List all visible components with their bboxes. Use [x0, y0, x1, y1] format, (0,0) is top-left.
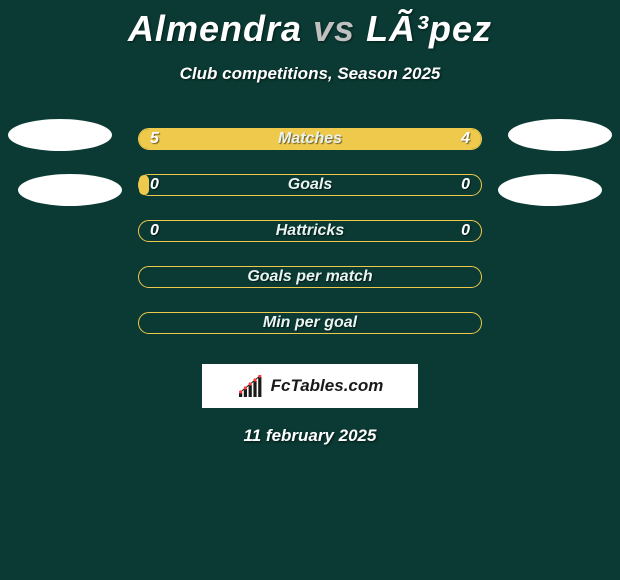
stat-label: Hattricks	[276, 222, 344, 240]
decorative-ellipse	[8, 119, 112, 151]
stat-value-right: 4	[461, 128, 470, 150]
stat-bar: Goals	[138, 174, 482, 196]
stat-value-left: 5	[150, 128, 159, 150]
page-title: Almendra vs LÃ³pez	[0, 0, 620, 50]
player1-name: Almendra	[128, 8, 302, 49]
logo-box: FcTables.com	[202, 364, 418, 408]
subtitle: Club competitions, Season 2025	[0, 64, 620, 84]
vs-separator: vs	[313, 8, 355, 49]
stat-value-right: 0	[461, 174, 470, 196]
stat-bar-right-fill	[331, 129, 481, 149]
stat-bar: Goals per match	[138, 266, 482, 288]
decorative-ellipse	[498, 174, 602, 206]
stat-bar: Hattricks	[138, 220, 482, 242]
stat-bar-left-fill	[139, 175, 149, 195]
stat-row: Goals per match	[0, 266, 620, 312]
stat-value-left: 0	[150, 174, 159, 196]
date-text: 11 february 2025	[0, 426, 620, 446]
comparison-stage: Matches 5 4 Goals 0 0 Hattricks 0 0 Goals per mat…	[0, 128, 620, 358]
stat-value-left: 0	[150, 220, 159, 242]
player2-name: LÃ³pez	[366, 8, 492, 49]
stat-label: Min per goal	[263, 314, 357, 332]
stat-value-right: 0	[461, 220, 470, 242]
stat-row: Hattricks 0 0	[0, 220, 620, 266]
logo: FcTables.com	[237, 375, 384, 397]
decorative-ellipse	[18, 174, 122, 206]
stat-bar: Matches	[138, 128, 482, 150]
logo-text: FcTables.com	[271, 376, 384, 396]
decorative-ellipse	[508, 119, 612, 151]
bar-chart-icon	[237, 375, 265, 397]
stat-bar: Min per goal	[138, 312, 482, 334]
stat-label: Goals	[288, 176, 332, 194]
stat-label: Matches	[278, 130, 342, 148]
stat-row: Min per goal	[0, 312, 620, 358]
stat-label: Goals per match	[247, 268, 372, 286]
